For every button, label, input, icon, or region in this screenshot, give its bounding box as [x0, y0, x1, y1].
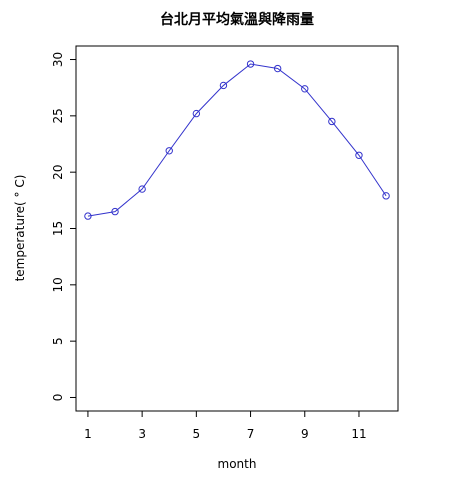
y-axis-label: temperature( ° C): [13, 175, 27, 282]
point: [84, 212, 92, 220]
y-tick-label: 0: [51, 394, 65, 402]
y-tick-label: 30: [51, 52, 65, 67]
chart-title: 台北月平均氣溫與降雨量: [160, 11, 314, 28]
point: [382, 192, 390, 200]
line: [87, 63, 387, 217]
plot-box: [75, 45, 399, 412]
point: [165, 147, 173, 155]
y-tick-label: 25: [51, 108, 65, 123]
x-tick-label: 1: [84, 427, 92, 441]
x-tick-label: 9: [301, 427, 309, 441]
y-tick-label: 20: [51, 165, 65, 180]
point: [246, 60, 255, 68]
x-axis-label: month: [218, 457, 257, 471]
y-tick-label: 10: [51, 277, 65, 292]
y-tick-label: 5: [51, 337, 65, 345]
point: [301, 85, 309, 93]
point: [219, 81, 228, 90]
y-tick-label: 15: [51, 221, 65, 236]
x-tick-label: 5: [193, 427, 201, 441]
x-tick-label: 7: [247, 427, 255, 441]
point: [138, 185, 146, 193]
x-tick-label: 11: [351, 427, 366, 441]
point: [192, 109, 201, 118]
point: [328, 117, 336, 126]
point: [273, 64, 282, 73]
point: [355, 151, 363, 159]
x-tick-label: 3: [138, 427, 146, 441]
point: [111, 207, 119, 216]
